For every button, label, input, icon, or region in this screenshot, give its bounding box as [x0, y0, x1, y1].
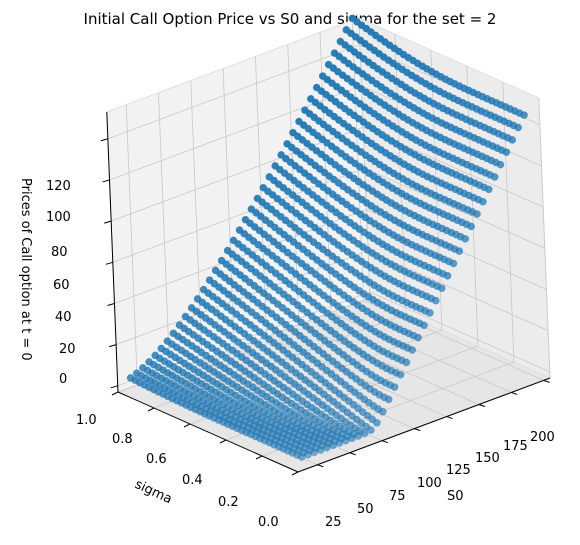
- z-tick-labels: 0 20 40 60 80 100 120: [46, 179, 76, 387]
- x-tick-label: 175: [503, 439, 528, 454]
- x-tick-label: 50: [357, 502, 374, 517]
- z-tick-label: 60: [53, 278, 70, 293]
- data-point: [496, 160, 505, 169]
- grid-line-y: [430, 49, 443, 331]
- z-tick: [107, 302, 115, 306]
- x-tick: [414, 428, 421, 432]
- z-axis-line: [106, 111, 119, 393]
- x-tick: [381, 440, 389, 444]
- data-point: [449, 259, 458, 268]
- x-tick: [511, 391, 518, 395]
- y-tick: [219, 439, 227, 444]
- grid-line-x: [222, 68, 235, 349]
- z-tick-label: 0: [59, 372, 67, 387]
- data-point: [502, 148, 511, 157]
- y-tick-label: 0.8: [112, 432, 133, 447]
- y-tick: [291, 471, 299, 476]
- data-point: [426, 309, 434, 317]
- x-tick: [446, 416, 453, 420]
- data-point: [402, 358, 411, 367]
- z-axis-label: Prices of Call option at t = 0: [18, 178, 33, 361]
- grid-line-z: [109, 85, 362, 181]
- data-point: [378, 407, 387, 416]
- grid-line-y: [538, 97, 551, 379]
- x-tick: [349, 452, 356, 456]
- x-tick-label: 125: [446, 463, 471, 478]
- y-tick: [147, 407, 155, 412]
- x-tick-label: 75: [389, 489, 406, 504]
- data-point: [414, 333, 422, 342]
- grid-line-x: [298, 324, 480, 405]
- z-tick-label: 20: [59, 342, 76, 357]
- z-tick-label: 120: [46, 179, 71, 194]
- grid-line-z: [369, 291, 550, 373]
- grid-line-y: [502, 81, 515, 363]
- data-point: [467, 222, 475, 231]
- z-tick: [110, 385, 118, 389]
- chart-title: Initial Call Option Price vs S0 and sigm…: [83, 10, 497, 28]
- x-tick-label: 100: [417, 476, 442, 491]
- data-point: [408, 346, 417, 354]
- data-point: [420, 321, 428, 330]
- data-point: [514, 123, 523, 132]
- tick-marks: [100, 111, 551, 476]
- data-point: [437, 284, 446, 293]
- z-tick: [108, 344, 117, 348]
- z-tick: [100, 138, 109, 142]
- data-point: [484, 185, 493, 194]
- y-tick-label: 0.2: [218, 495, 239, 510]
- x-tick: [317, 464, 324, 468]
- x-tick-label: 150: [475, 451, 500, 466]
- x-tick: [478, 404, 486, 407]
- y-tick: [111, 391, 119, 396]
- x-axis-label: S0: [447, 489, 464, 504]
- grid-line-y: [466, 65, 479, 347]
- x-tick-label: 25: [325, 515, 342, 530]
- data-point: [366, 426, 375, 434]
- data-point: [390, 383, 399, 391]
- z-tick: [102, 179, 110, 183]
- y-tick-label: 0.0: [258, 515, 279, 530]
- data-point: [297, 453, 306, 461]
- data-points: [126, 14, 528, 461]
- data-point: [431, 296, 440, 305]
- y-tick-label: 0.4: [182, 473, 203, 488]
- data-point: [373, 418, 381, 427]
- x-tick: [543, 379, 550, 383]
- z-tick-label: 100: [46, 210, 71, 225]
- data-point: [490, 173, 499, 181]
- z-tick: [105, 261, 113, 265]
- y-tick-label: 0.6: [146, 452, 167, 467]
- grid-line-x: [158, 92, 171, 373]
- grid-line-z: [364, 167, 545, 249]
- y-tick-labels: 0.0 0.2 0.4 0.6 0.8 1.0: [76, 413, 279, 530]
- y-tick: [255, 455, 263, 460]
- grid-line-z: [107, 44, 361, 140]
- y-tick: [183, 423, 191, 428]
- data-point: [473, 210, 481, 218]
- z-tick-label: 80: [51, 245, 68, 260]
- data-point: [461, 234, 470, 243]
- z-tick-label: 40: [55, 310, 72, 325]
- data-point: [508, 136, 517, 144]
- grid-line-x: [125, 104, 138, 385]
- y-axis-label: sigma: [132, 477, 174, 507]
- y-tick-label: 1.0: [76, 413, 97, 428]
- data-point: [384, 395, 393, 404]
- data-point: [520, 111, 528, 119]
- x-tick-labels: 25 50 75 100 125 150 175 200: [325, 430, 555, 530]
- data-point: [396, 370, 405, 379]
- x-axis-line: [297, 377, 551, 473]
- x-tick-label: 200: [530, 430, 555, 445]
- data-point: [443, 271, 452, 280]
- data-point: [479, 197, 487, 206]
- y-axis-line: [117, 391, 299, 473]
- data-point: [455, 247, 464, 255]
- z-tick: [104, 220, 112, 224]
